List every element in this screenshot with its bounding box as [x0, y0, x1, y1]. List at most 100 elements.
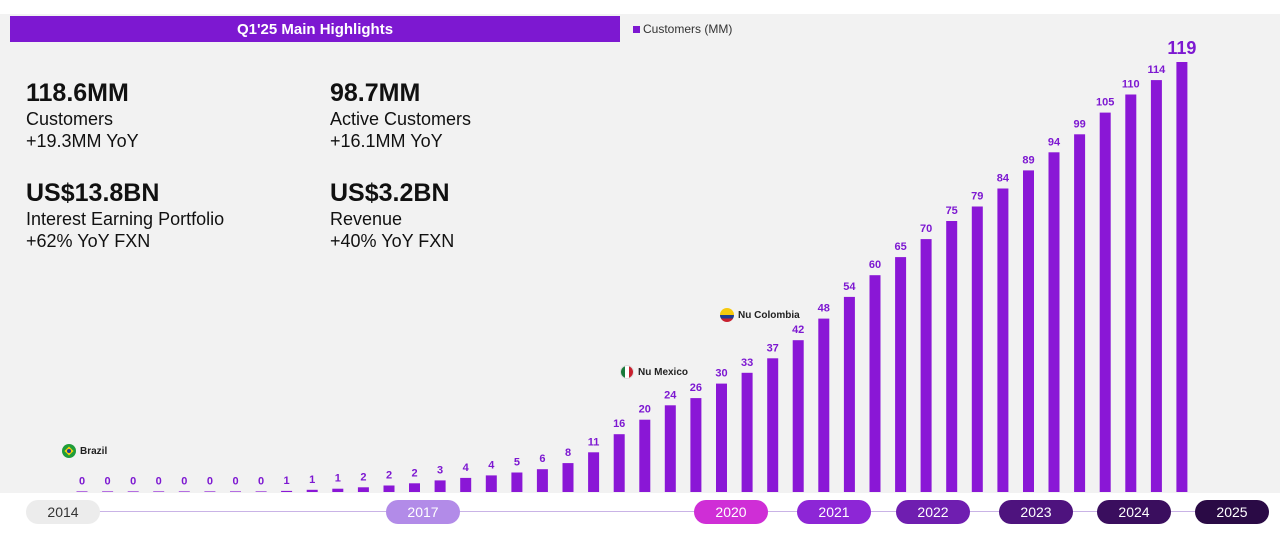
bar-value-label: 0	[105, 475, 111, 487]
bar-value-label: 6	[539, 453, 545, 465]
kpi-customers: 118.6MM Customers +19.3MM YoY	[26, 78, 139, 152]
bar-value-label: 4	[463, 462, 470, 474]
bar	[536, 469, 548, 492]
timeline-axis	[60, 511, 1240, 512]
kpi-active-customers: 98.7MM Active Customers +16.1MM YoY	[330, 78, 471, 152]
bar-value-label: 119	[1167, 38, 1196, 58]
bar-value-label: 26	[690, 382, 702, 394]
bar	[383, 485, 395, 492]
bar	[178, 491, 190, 492]
kpi-sub: +19.3MM YoY	[26, 131, 139, 151]
bar	[818, 318, 830, 492]
bar-value-label: 33	[741, 357, 753, 369]
colombia-flag-icon	[720, 308, 734, 322]
bar	[332, 488, 344, 492]
bar	[153, 491, 165, 492]
bar	[460, 477, 472, 492]
bar	[639, 419, 651, 492]
highlights-banner: Q1'25 Main Highlights	[10, 16, 620, 42]
bar	[588, 452, 600, 492]
bar	[664, 405, 676, 492]
kpi-revenue: US$3.2BN Revenue +40% YoY FXN	[330, 178, 454, 252]
bar	[76, 491, 88, 492]
customers-bar-chart: 0 0 0 0 0 0 0 0 1 1 1 2 2 2 3 4 4 5 6811162024263033374248…	[76, 38, 1196, 493]
kpi-sub: +16.1MM YoY	[330, 131, 443, 151]
kpi-interest-earning-portfolio: US$13.8BN Interest Earning Portfolio +62…	[26, 178, 224, 252]
bar-value-label: 1	[335, 473, 341, 485]
kpi-label: Interest Earning Portfolio	[26, 209, 225, 229]
timeline-year-2014: 2014	[26, 500, 100, 524]
bar	[409, 483, 420, 492]
chart-panel	[0, 14, 1280, 493]
chart-legend: Customers (MM)	[633, 22, 732, 36]
bar-value-label: 105	[1096, 97, 1114, 109]
kpi-label: Revenue	[330, 209, 403, 229]
bar-value-label: 0	[232, 475, 238, 487]
bar	[434, 480, 446, 492]
bar	[767, 358, 779, 492]
bar-value-label: 48	[818, 303, 830, 315]
bar-value-label: 114	[1148, 64, 1167, 76]
bar-value-label: 75	[946, 205, 958, 217]
legend-swatch	[633, 25, 640, 33]
kpi-label: Customers	[26, 109, 114, 129]
bar	[562, 463, 574, 492]
bar	[869, 275, 881, 492]
bar-value-label: 79	[971, 191, 983, 203]
timeline-year-2024: 2024	[1097, 500, 1171, 524]
bar	[255, 491, 267, 492]
bar-value-label: 65	[894, 241, 906, 253]
bar-value-label: 5	[514, 457, 520, 469]
bar-value-label: 24	[664, 389, 677, 401]
bar	[357, 487, 369, 492]
bar-value-label: 2	[360, 471, 366, 483]
bar	[716, 383, 727, 492]
timeline-year-2023: 2023	[999, 500, 1073, 524]
marker-colombia: Nu Colombia	[720, 308, 800, 322]
bar-value-label: 1	[309, 474, 315, 486]
bar-value-label: 0	[156, 475, 162, 487]
kpi-sub: +40% YoY FXN	[330, 231, 455, 251]
bar	[204, 491, 216, 492]
bar	[1023, 170, 1034, 492]
bar	[127, 491, 139, 492]
kpi-value: US$13.8BN	[26, 179, 160, 207]
bar	[843, 296, 855, 492]
bar-value-label: 84	[997, 173, 1010, 185]
timeline-year-2017: 2017	[386, 500, 460, 524]
bar	[741, 372, 753, 492]
bar-value-label: 94	[1048, 136, 1061, 148]
timeline-year-2021: 2021	[797, 500, 871, 524]
bar-value-label: 60	[869, 259, 881, 271]
bar	[971, 206, 983, 492]
timeline-year-2025: 2025	[1195, 500, 1269, 524]
bar-value-label: 0	[181, 475, 187, 487]
marker-label: Nu Colombia	[738, 309, 800, 321]
bar	[102, 491, 114, 492]
bar	[690, 398, 702, 492]
bar	[997, 188, 1009, 492]
marker-mexico: Nu Mexico	[620, 365, 688, 379]
bar	[230, 491, 241, 492]
kpi-value: 98.7MM	[330, 79, 421, 107]
marker-label: Brazil	[80, 445, 108, 457]
bar	[306, 489, 318, 492]
bar	[1048, 152, 1060, 493]
bar-value-label: 20	[639, 404, 651, 416]
timeline-year-2020: 2020	[694, 500, 768, 524]
kpi-value: US$3.2BN	[330, 179, 450, 207]
bar-value-label: 3	[437, 464, 443, 476]
bar-value-label: 110	[1122, 79, 1140, 91]
bar-value-label: 2	[386, 470, 392, 482]
kpi-label: Active Customers	[330, 109, 472, 129]
bar	[1150, 80, 1162, 492]
bar	[920, 239, 932, 492]
bar-value-label: 16	[613, 418, 625, 430]
bar-value-label: 42	[792, 324, 804, 336]
bar-value-label: 30	[715, 368, 727, 380]
bar-value-label: 70	[920, 223, 932, 235]
brazil-flag-icon	[62, 444, 76, 458]
marker-brazil: Brazil	[62, 444, 107, 458]
bar-value-label: 0	[258, 475, 264, 487]
bar-value-label: 37	[767, 342, 779, 354]
